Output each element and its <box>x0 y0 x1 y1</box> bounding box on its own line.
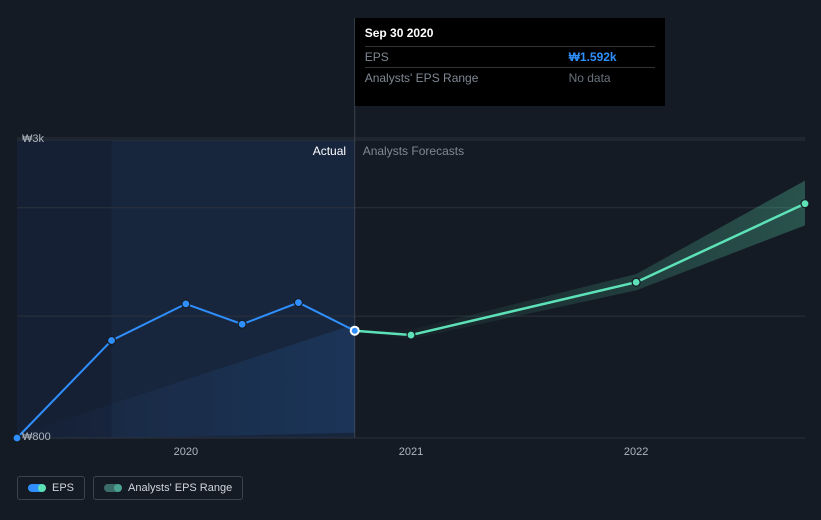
y-tick-label: ₩3k <box>22 133 44 145</box>
eps-chart: ₩800 ₩3k 2020 2021 2022 Actual Analysts For… <box>0 0 821 520</box>
tooltip-value: ₩1.592k <box>569 47 655 68</box>
legend-label: Analysts' EPS Range <box>128 482 232 494</box>
x-tick-label: 2022 <box>624 446 648 458</box>
chart-tooltip: Sep 30 2020 EPS₩1.592kAnalysts' EPS Rang… <box>355 18 665 106</box>
tooltip-title: Sep 30 2020 <box>365 26 655 40</box>
y-tick-label: ₩800 <box>22 431 51 443</box>
region-label-actual: Actual <box>313 144 346 158</box>
legend-item[interactable]: EPS <box>17 476 85 500</box>
x-tick-label: 2020 <box>174 446 198 458</box>
x-tick-label: 2021 <box>399 446 423 458</box>
legend-swatch <box>104 484 120 492</box>
tooltip-key: EPS <box>365 47 569 68</box>
tooltip-key: Analysts' EPS Range <box>365 68 569 89</box>
legend-item[interactable]: Analysts' EPS Range <box>93 476 243 500</box>
region-label-forecast: Analysts Forecasts <box>363 144 464 158</box>
legend-swatch <box>28 484 44 492</box>
legend-label: EPS <box>52 482 74 494</box>
tooltip-value: No data <box>569 68 655 89</box>
chart-legend: EPS Analysts' EPS Range <box>17 476 243 500</box>
